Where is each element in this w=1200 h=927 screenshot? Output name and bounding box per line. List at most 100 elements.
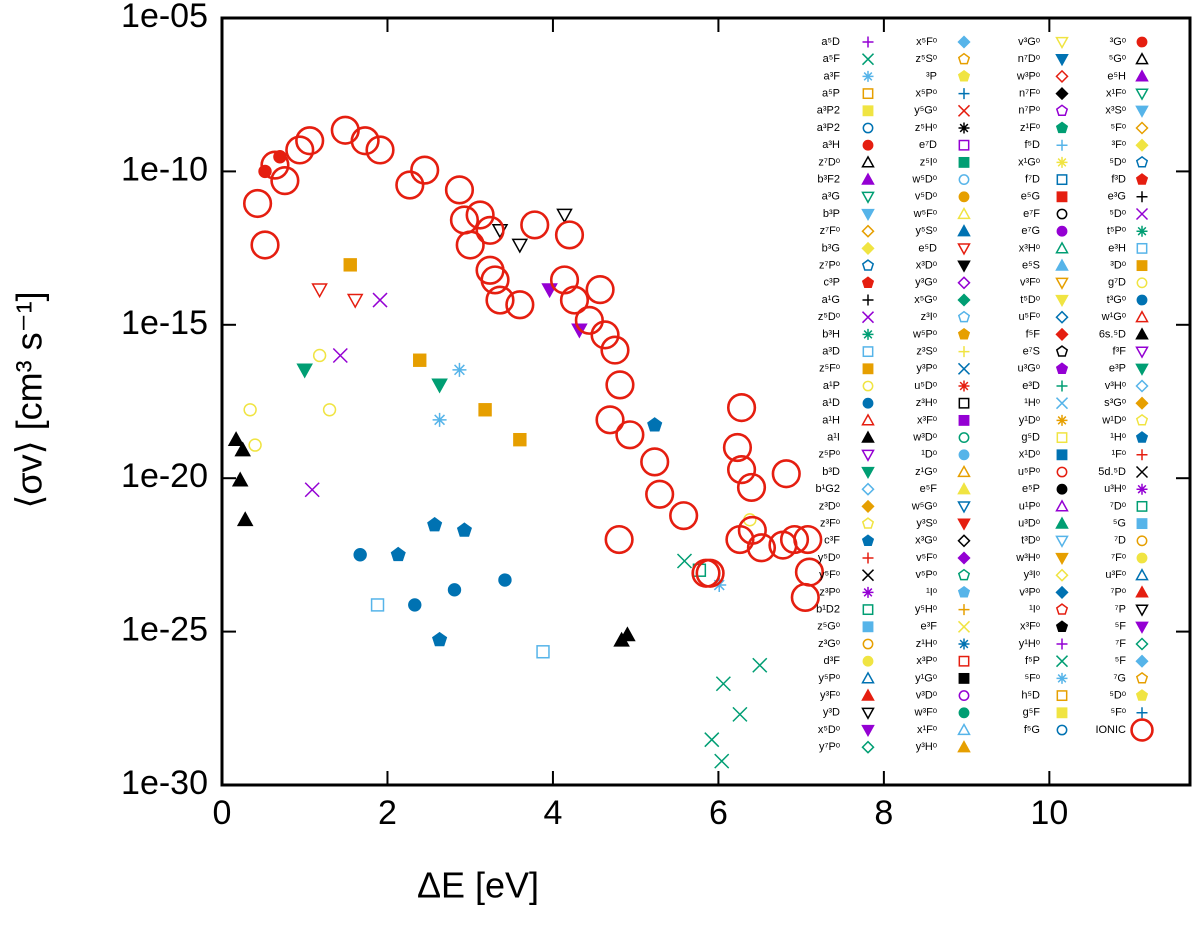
legend-marker [1135,138,1149,152]
legend-label: z⁵Iᵒ [920,156,937,168]
legend-marker [1055,655,1069,668]
data-point [726,393,757,423]
legend-marker [1055,620,1069,632]
legend-marker [1055,327,1069,341]
legend-marker [1136,483,1148,495]
y-tick-label: 1e-20 [121,457,208,495]
data-point [234,441,251,457]
y-tick-label: 1e-10 [121,150,208,188]
legend-label: z¹Hᵒ [916,638,937,650]
data-point [536,645,550,659]
legend-label: ¹Hᵒ [1110,432,1126,444]
legend-label: x³Fᵒ [917,414,937,426]
data-point [554,220,585,250]
legend-label: x³Pᵒ [916,655,937,667]
legend-marker [1055,345,1069,357]
legend-label: a⁵P [822,88,840,100]
legend-label: ⁵F [1115,655,1127,667]
legend-label: n⁷Dᵒ [1018,53,1040,65]
data-point [498,573,512,587]
legend-marker [1135,604,1149,617]
legend-marker [958,432,970,444]
legend-marker [957,206,971,220]
legend-marker [861,482,875,496]
legend-label: z⁵Pᵒ [818,449,840,461]
legend-marker [958,690,970,702]
legend-marker [1135,671,1149,684]
legend-marker [1056,672,1068,684]
data-point [491,223,509,239]
data-point [714,753,730,769]
legend-marker [957,518,971,531]
legend-marker [1055,277,1069,290]
legend-label: ⁵Fᵒ [1111,707,1126,719]
data-point [704,732,720,748]
legend-marker [1135,173,1149,185]
data-point [449,205,480,235]
data-point [556,208,573,224]
legend-label: a⁵F [823,53,841,65]
data-point [613,631,630,647]
legend-label: ³Dᵒ [1110,260,1126,272]
legend-label: z⁵Fᵒ [819,363,840,375]
legend-marker [861,172,875,185]
legend-label: f⁵G [1024,724,1040,736]
data-point [513,432,527,447]
legend-marker [862,328,874,340]
legend-label: a³P2 [817,122,840,134]
legend-marker [862,586,874,598]
y-tick-label: 1e-30 [121,764,208,802]
data-point [647,417,663,432]
legend-marker [861,688,875,701]
legend-label: x¹Fᵒ [917,724,937,736]
legend-label: x⁵Dᵒ [818,724,840,736]
data-point [353,548,367,562]
legend-label: n⁷Pᵒ [1018,105,1040,117]
data-point [736,472,767,503]
legend-label: z⁷Pᵒ [819,260,840,272]
legend-marker [862,604,874,616]
legend-marker [1130,718,1154,742]
legend-marker [957,501,971,514]
legend-label: z¹Gᵒ [915,466,937,478]
legend-marker [861,724,875,738]
legend-marker [1135,207,1149,221]
data-point [427,516,443,532]
legend-label: a³P2 [817,105,840,117]
legend-marker [957,52,971,65]
data-point [595,405,625,435]
legend-marker [862,88,874,100]
legend-label: x³Dᵒ [916,260,937,272]
legend-marker [1056,139,1068,151]
legend-marker [1136,191,1148,203]
legend-marker [957,293,971,307]
data-point [227,431,245,447]
legend-label: t³Gᵒ [1107,294,1126,306]
legend-label: y⁵Hᵒ [915,604,937,616]
data-point [771,459,801,489]
legend-marker [957,464,971,478]
legend-label: y⁵Fᵒ [819,569,840,581]
legend-label: w¹Gᵒ [1101,311,1126,323]
legend-marker [958,156,970,168]
legend-marker [1135,155,1149,168]
legend-marker [861,276,875,288]
legend-label: ³P [926,70,937,82]
data-point [231,471,249,487]
data-point [432,412,447,427]
legend-marker [1055,499,1069,512]
legend-marker [958,174,970,186]
legend-marker [957,722,971,736]
legend-marker [957,740,971,753]
legend-label: e⁵P [1022,483,1040,495]
legend-label: ¹Iᵒ [926,586,937,598]
data-point [475,215,505,245]
legend-marker [958,346,970,358]
legend-marker [1055,516,1069,529]
legend-label: w³Pᵒ [1016,70,1040,82]
legend-marker [861,499,875,513]
legend-marker [1135,52,1149,65]
legend-marker [1136,518,1148,530]
data-point [408,598,422,612]
legend-label: ⁷D [1114,535,1126,547]
